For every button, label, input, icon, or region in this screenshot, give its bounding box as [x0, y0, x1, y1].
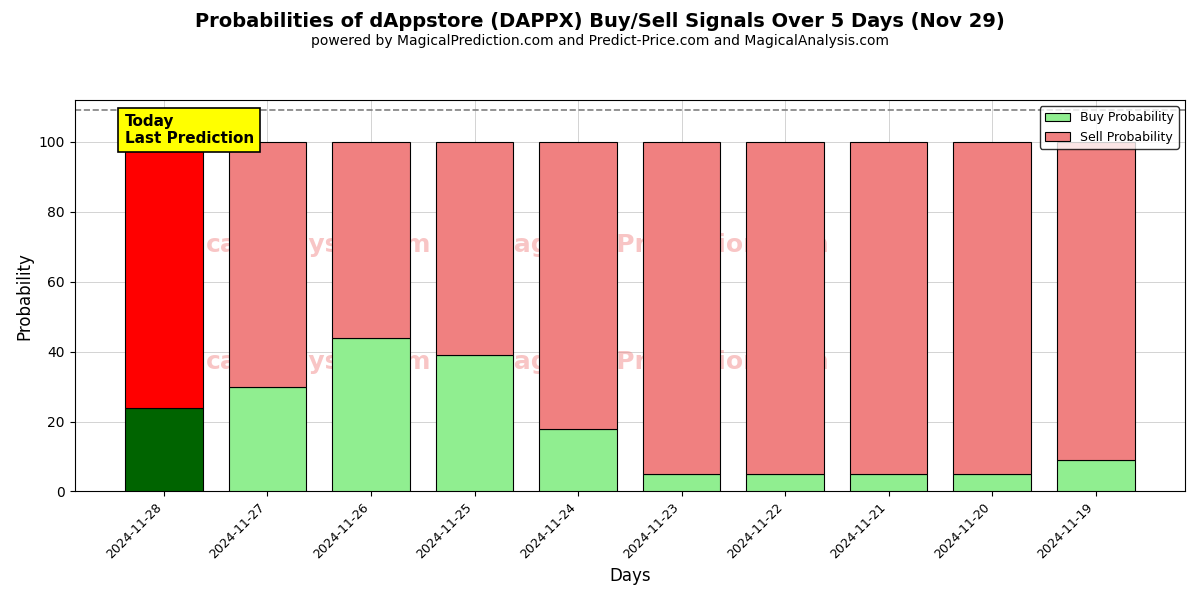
Bar	[746, 142, 824, 474]
Text: Probabilities of dAppstore (DAPPX) Buy/Sell Signals Over 5 Days (Nov 29): Probabilities of dAppstore (DAPPX) Buy/S…	[196, 12, 1004, 31]
Bar	[436, 142, 514, 355]
Legend: Buy Probability, Sell Probability: Buy Probability, Sell Probability	[1040, 106, 1178, 149]
Bar	[850, 142, 928, 474]
Bar	[125, 142, 203, 407]
Bar	[953, 474, 1031, 491]
Bar	[539, 428, 617, 491]
Bar	[229, 142, 306, 386]
Text: IPrediction.com: IPrediction.com	[607, 350, 829, 374]
Bar	[436, 355, 514, 491]
Text: calAnalysis.com: calAnalysis.com	[206, 233, 432, 257]
Text: Magion: Magion	[490, 233, 593, 257]
Bar	[332, 338, 410, 491]
Bar	[125, 407, 203, 491]
Bar	[746, 474, 824, 491]
Bar	[953, 142, 1031, 474]
Bar	[229, 386, 306, 491]
Text: calAnalysis.com: calAnalysis.com	[206, 350, 432, 374]
Y-axis label: Probability: Probability	[16, 252, 34, 340]
Bar	[1057, 142, 1134, 460]
Bar	[539, 142, 617, 428]
Text: powered by MagicalPrediction.com and Predict-Price.com and MagicalAnalysis.com: powered by MagicalPrediction.com and Pre…	[311, 34, 889, 48]
Bar	[1057, 460, 1134, 491]
Text: IPrediction.com: IPrediction.com	[607, 233, 829, 257]
Bar	[850, 474, 928, 491]
X-axis label: Days: Days	[610, 567, 650, 585]
Bar	[643, 142, 720, 474]
Text: Magion: Magion	[490, 350, 593, 374]
Bar	[332, 142, 410, 338]
Bar	[643, 474, 720, 491]
Text: Today
Last Prediction: Today Last Prediction	[125, 114, 254, 146]
